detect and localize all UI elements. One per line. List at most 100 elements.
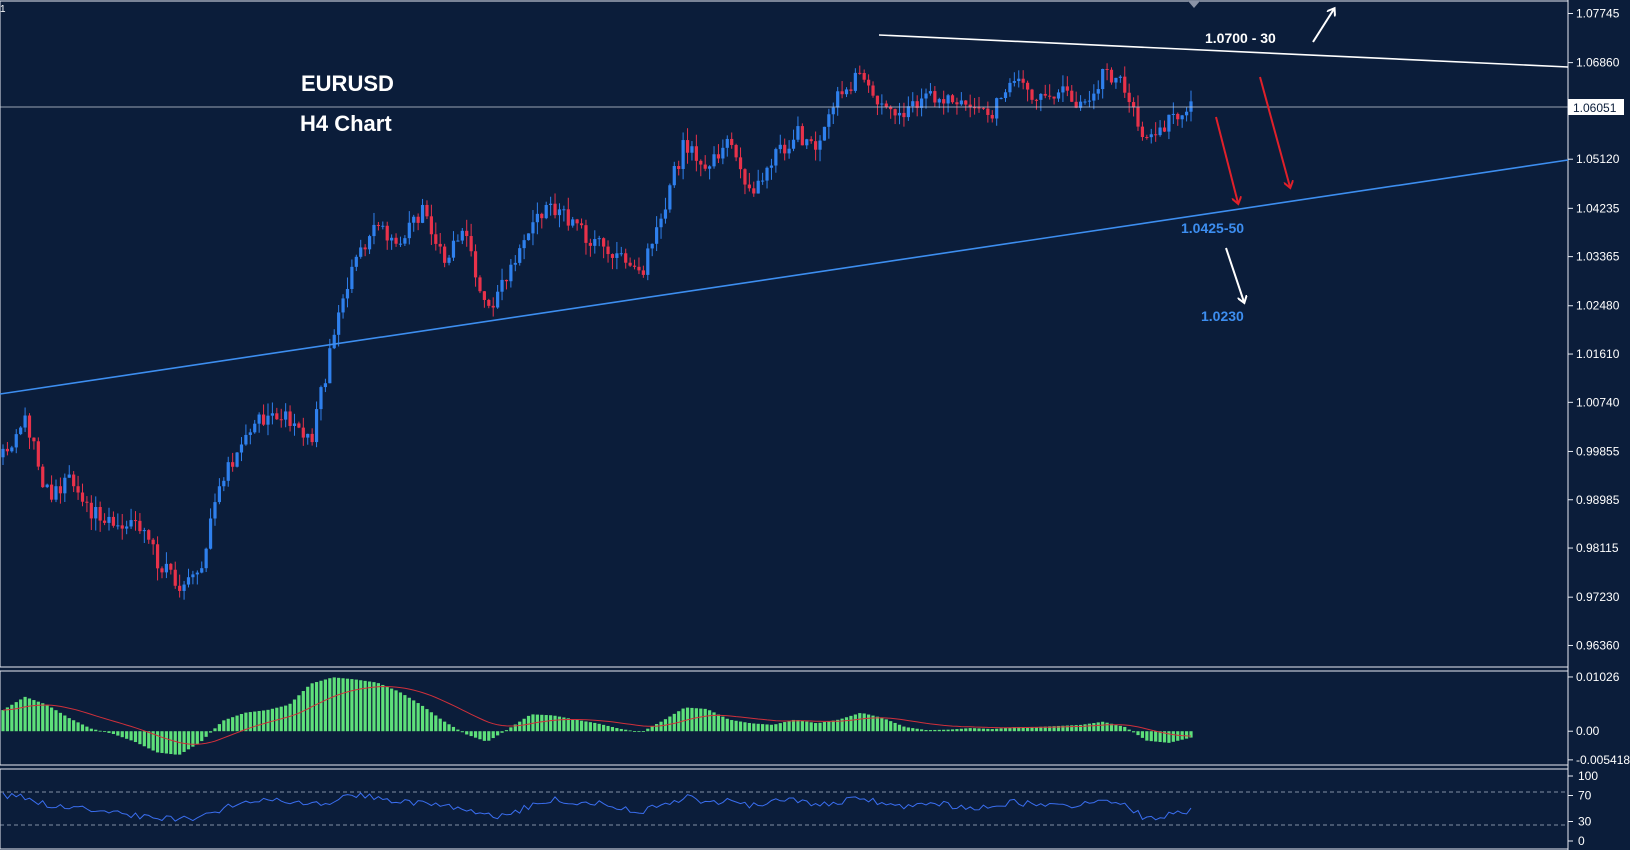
candle-body (641, 270, 645, 275)
candle-body (544, 205, 548, 219)
candle-body (345, 288, 350, 299)
candle-body (942, 99, 946, 104)
candle-body (628, 262, 632, 266)
candle-body (663, 209, 668, 219)
macd-bar (738, 721, 743, 732)
candle-body (814, 141, 818, 150)
candle-body (531, 222, 535, 234)
macd-bar (1189, 731, 1193, 738)
macd-bar (933, 729, 937, 732)
macd-bar (85, 726, 89, 732)
macd-bar (593, 722, 597, 732)
resistance-trendline (878, 34, 1569, 68)
candle-body (584, 225, 588, 243)
price-tick-label: 1.03365 (1576, 250, 1620, 264)
macd-bar (1065, 725, 1069, 732)
candle-body (341, 298, 345, 313)
macd-bar (1056, 725, 1061, 732)
candle-body (571, 219, 575, 226)
candle-body (173, 569, 177, 586)
candle-body (98, 507, 102, 521)
candle-body (937, 99, 941, 103)
macd-bar (403, 695, 407, 732)
macd-tick-label: -0.005418 (1576, 753, 1630, 767)
candle-body (80, 492, 85, 502)
candle-body (950, 95, 955, 103)
macd-bar (381, 684, 385, 732)
candle-body (615, 253, 619, 258)
candle-body (412, 216, 416, 223)
macd-bar (147, 731, 151, 749)
macd-bar (429, 712, 433, 732)
macd-bar (186, 731, 191, 750)
candle-body (650, 243, 654, 249)
candle-body (1043, 93, 1047, 96)
macd-bar (235, 715, 239, 732)
macd-bar (1162, 731, 1167, 743)
candle-body (58, 486, 63, 494)
macd-bar (345, 678, 350, 732)
candle-body (76, 486, 80, 493)
candle-body (791, 139, 796, 149)
macd-bar (518, 721, 522, 732)
candle-body (1140, 126, 1145, 138)
macd-bar (615, 728, 619, 732)
macd-signal-line (2, 686, 1192, 745)
macd-bar (1109, 723, 1114, 732)
macd-bar (1061, 725, 1065, 732)
macd-bar (261, 710, 266, 732)
candle-body (169, 563, 173, 570)
macd-bar (964, 728, 968, 732)
candle-body (1145, 137, 1149, 139)
macd-bar (1101, 721, 1105, 732)
macd-bar (142, 731, 146, 747)
macd-bar (588, 722, 592, 732)
candle-body (708, 166, 712, 169)
candle-body (359, 247, 363, 257)
candle-body (1123, 76, 1127, 93)
macd-bar (5, 707, 10, 732)
candle-body (725, 138, 729, 148)
macd-bar (310, 683, 314, 732)
macd-bar (986, 728, 990, 732)
candle-body (67, 474, 71, 478)
candle-body (809, 139, 813, 142)
macd-bar (1118, 725, 1122, 732)
candle-body (928, 91, 933, 94)
macd-bar (482, 731, 486, 741)
candle-body (1056, 92, 1061, 99)
candle-body (1070, 90, 1074, 102)
candle-body (434, 234, 438, 244)
candle-body (699, 160, 703, 165)
candle-body (310, 433, 314, 443)
macd-bar (67, 718, 71, 732)
candle-body (1083, 101, 1087, 103)
candle-body (451, 240, 456, 258)
candle-body (438, 243, 442, 247)
candle-body (862, 73, 866, 80)
macd-bar (1096, 722, 1100, 732)
candle-body (1065, 86, 1069, 91)
candle-body (504, 279, 509, 282)
macd-bar (1008, 727, 1012, 732)
macd-bar (266, 709, 270, 732)
candle-body (787, 148, 791, 154)
candle-body (959, 100, 963, 105)
macd-bar (549, 715, 553, 732)
macd-bar (1087, 723, 1092, 732)
candle-body (487, 299, 491, 306)
candle-body (968, 104, 972, 108)
macd-bar (45, 704, 49, 732)
price-tick-label: 1.00740 (1576, 395, 1620, 409)
macd-bar (270, 708, 274, 732)
candle-body (398, 243, 403, 245)
macd-bar (756, 723, 760, 732)
candle-body (1184, 111, 1189, 116)
candle-body (297, 423, 301, 428)
candle-body (858, 72, 862, 74)
candle-body (734, 145, 738, 158)
macd-bar (49, 707, 54, 732)
macd-bar (213, 728, 217, 732)
macd-bar (253, 711, 257, 732)
